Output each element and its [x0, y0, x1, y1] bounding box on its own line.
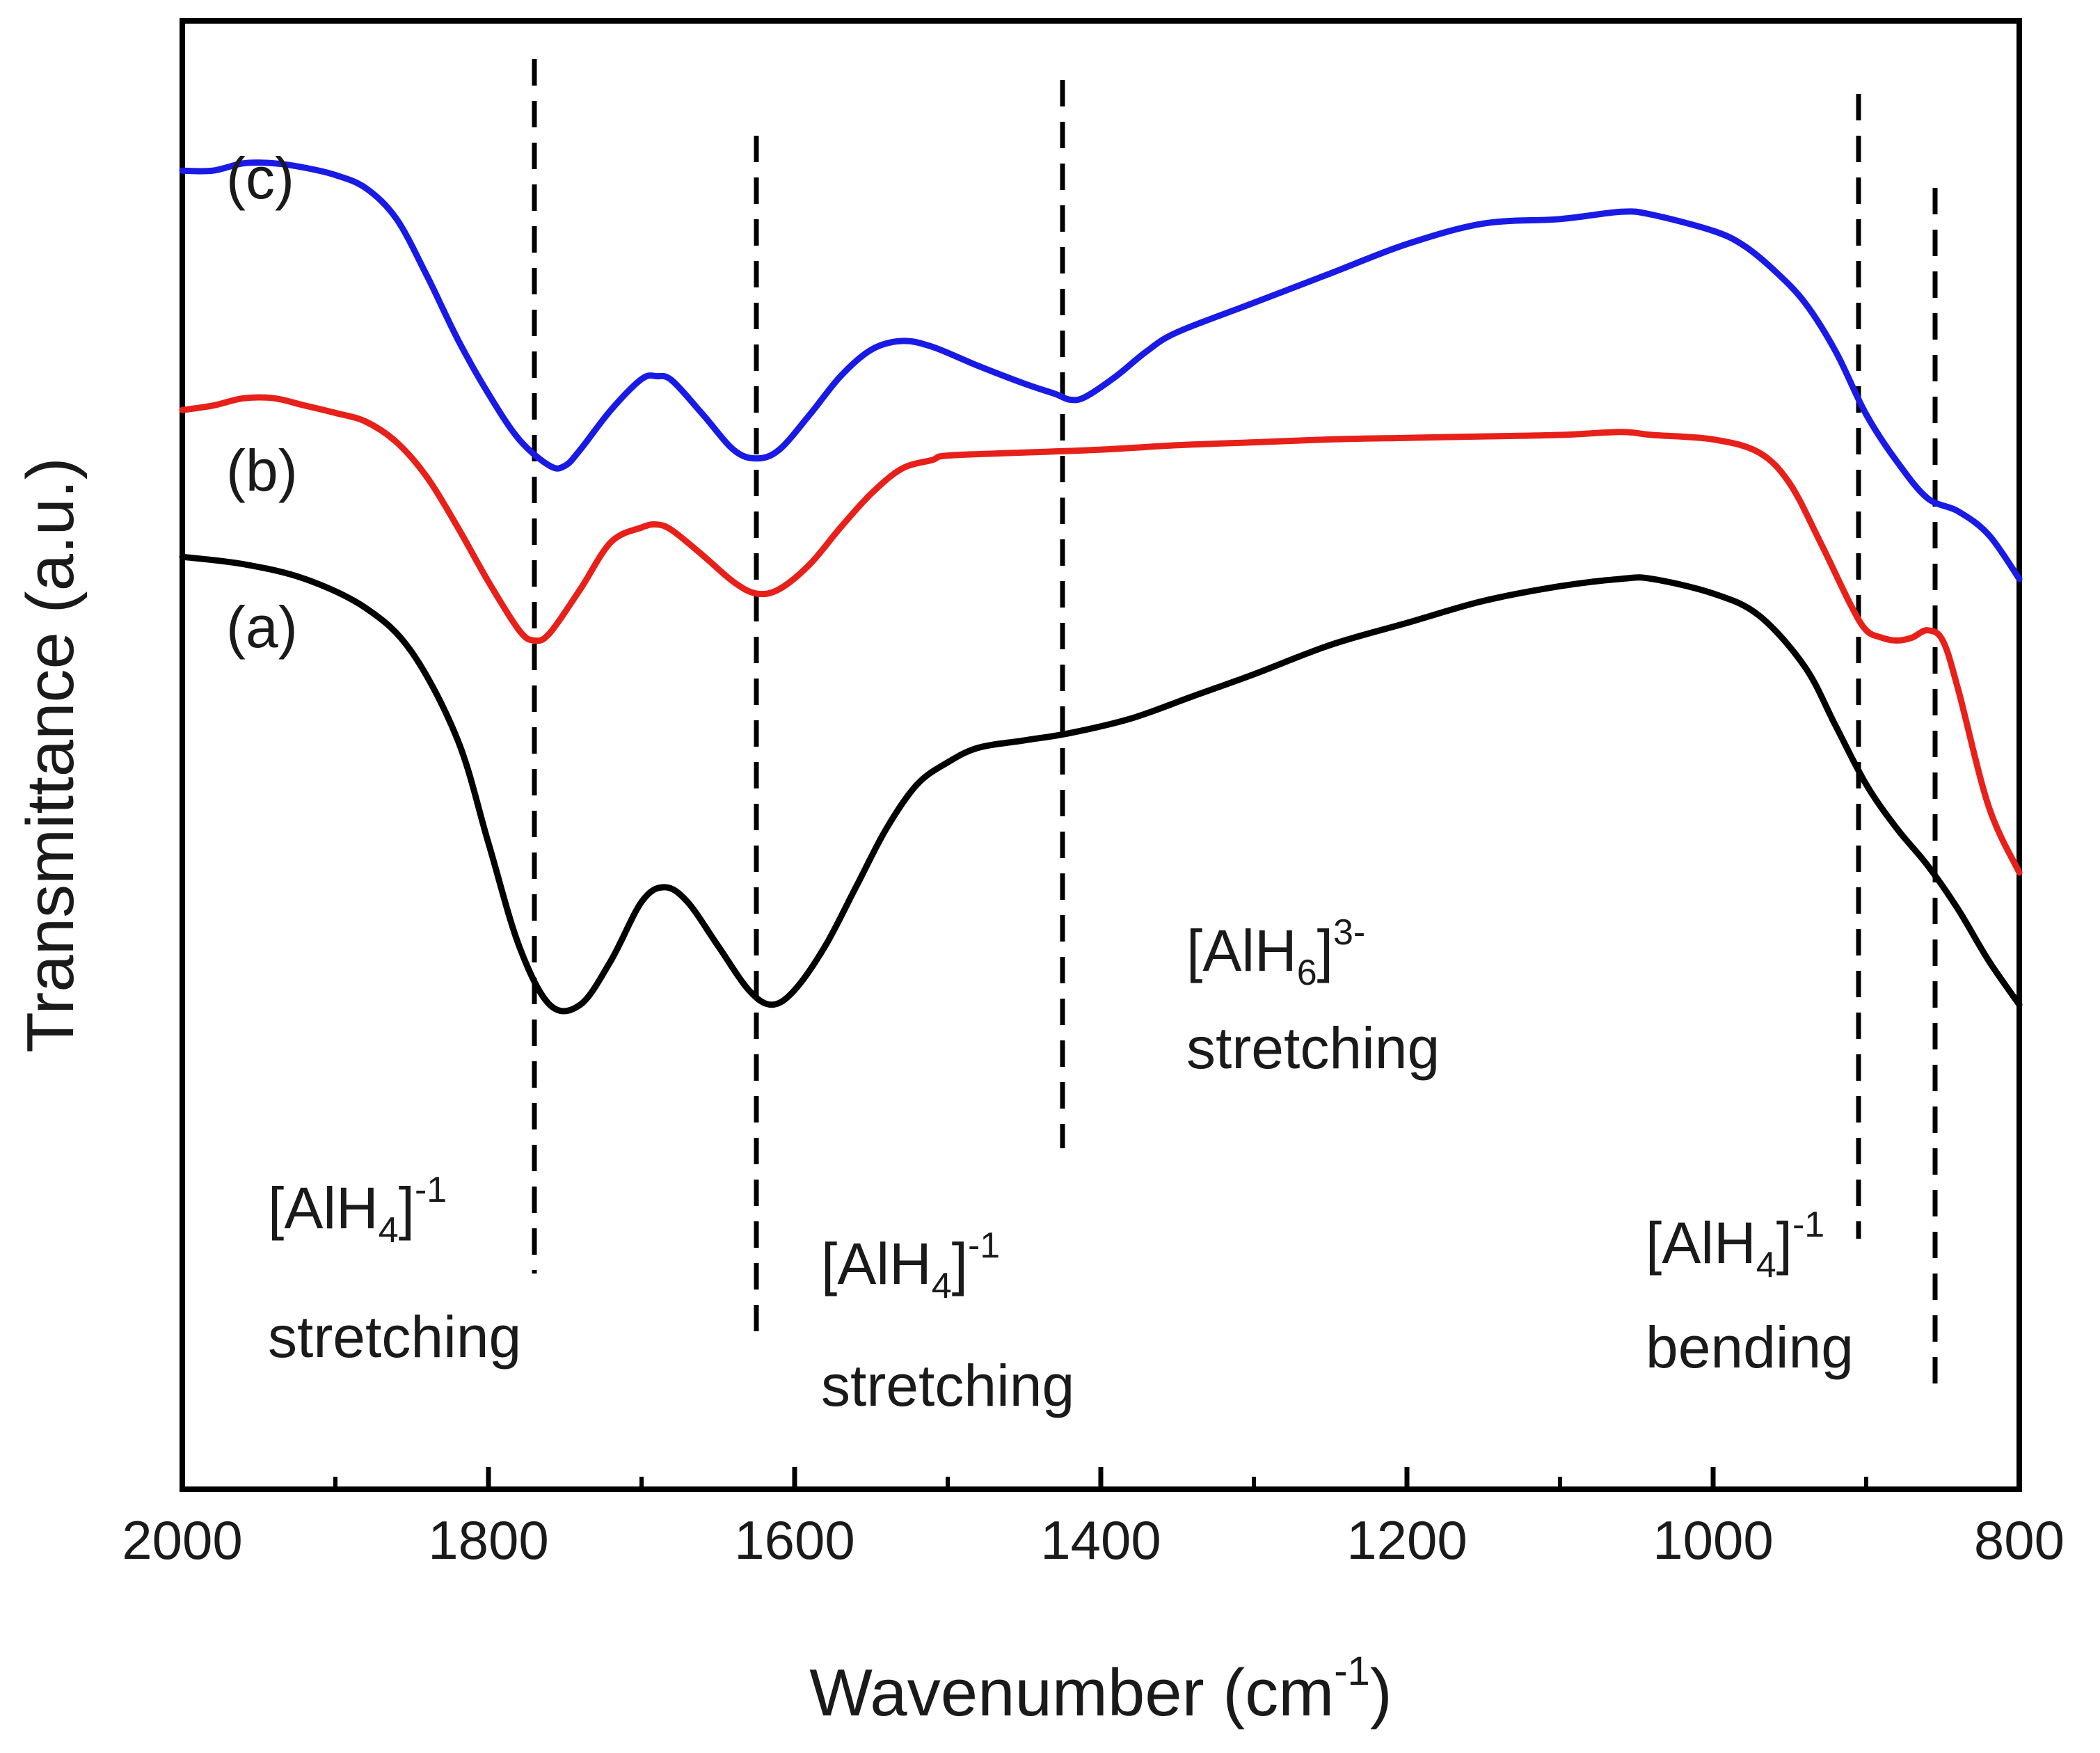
x-tick-label: 2000 — [122, 1509, 243, 1571]
y-axis-title: Transmittance (a.u.) — [13, 457, 88, 1052]
x-axis-title: Wavenumber (cm-1) — [809, 1649, 1392, 1730]
anno3-line2: stretching — [1186, 1015, 1440, 1081]
annotation-alh4-bending: [AlH4]-1 bending — [1646, 1205, 1854, 1380]
anno1-line2: stretching — [268, 1304, 521, 1370]
anno4-main: [AlH — [1646, 1210, 1756, 1276]
series-line-c — [179, 159, 2023, 582]
anno3-close: ] — [1317, 918, 1333, 983]
series-label-b: (b) — [226, 438, 298, 503]
anno3-sub: 6 — [1297, 953, 1317, 993]
annotation-alh4-stretching-2: [AlH4]-1 stretching — [821, 1225, 1074, 1418]
anno2-sup: -1 — [968, 1225, 1000, 1266]
svg-text:[AlH6]3-: [AlH6]3- — [1186, 912, 1365, 993]
tick-layer: 2000 1800 1600 1400 1200 1000 800 — [122, 1467, 2065, 1571]
anno4-line2: bending — [1646, 1315, 1854, 1380]
annotation-alh6-stretching: [AlH6]3- stretching — [1186, 912, 1440, 1081]
anno3-main: [AlH — [1186, 918, 1297, 983]
series-layer — [179, 159, 2023, 1015]
anno3-sup: 3- — [1333, 912, 1365, 953]
svg-text:[AlH4]-1: [AlH4]-1 — [1646, 1205, 1824, 1285]
anno4-sub: 4 — [1756, 1245, 1776, 1285]
x-tick-label: 1400 — [1040, 1509, 1161, 1571]
anno1-sup: -1 — [415, 1170, 447, 1210]
x-tick-label: 1000 — [1653, 1509, 1774, 1571]
anno4-close: ] — [1776, 1210, 1792, 1276]
reference-lines — [532, 59, 1938, 1385]
anno2-line2: stretching — [821, 1353, 1074, 1418]
x-tick-label: 1200 — [1346, 1509, 1467, 1571]
series-line-b — [179, 394, 2023, 876]
x-axis-title-sup: -1 — [1334, 1649, 1370, 1694]
annotation-alh4-stretching-1: [AlH4]-1 stretching — [268, 1170, 521, 1370]
anno1-close: ] — [399, 1175, 415, 1241]
x-tick-label: 1600 — [734, 1509, 855, 1571]
svg-text:[AlH4]-1: [AlH4]-1 — [268, 1170, 447, 1251]
anno2-main: [AlH — [821, 1231, 932, 1296]
anno2-sub: 4 — [932, 1266, 952, 1306]
x-tick-label: 1800 — [428, 1509, 549, 1571]
svg-text:[AlH4]-1: [AlH4]-1 — [821, 1225, 1000, 1306]
x-tick-label: 800 — [1974, 1509, 2065, 1571]
series-line-a — [179, 553, 2023, 1015]
series-label-a: (a) — [226, 594, 298, 660]
anno2-close: ] — [952, 1231, 968, 1296]
anno1-sub: 4 — [379, 1210, 399, 1251]
series-label-c: (c) — [226, 145, 294, 211]
x-axis-title-main: Wavenumber (cm — [809, 1656, 1334, 1730]
anno1-main: [AlH — [268, 1175, 379, 1241]
x-axis-title-suffix: ) — [1370, 1656, 1392, 1730]
anno4-sup: -1 — [1792, 1205, 1824, 1245]
